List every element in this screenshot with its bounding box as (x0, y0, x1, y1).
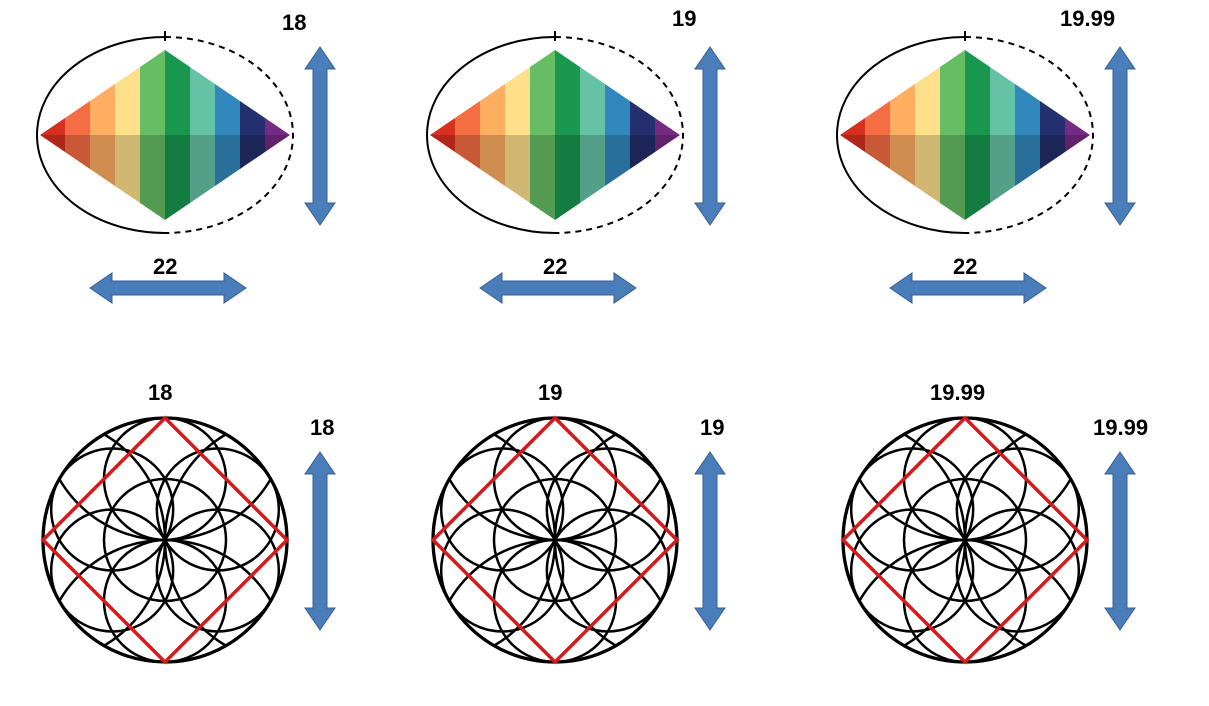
dimension-label: 19.99 (1093, 415, 1148, 440)
dimension-label: 22 (953, 254, 977, 279)
dimension-label: 19 (538, 380, 562, 405)
rainbow-stripes (430, 48, 681, 222)
flower-of-life-panel (721, 296, 1209, 706)
vertical-double-arrow (695, 452, 725, 630)
dimension-label: 18 (148, 380, 172, 405)
vertical-double-arrow (1105, 452, 1135, 630)
rainbow-stripes (40, 48, 291, 222)
rainbow-stripes (840, 48, 1091, 222)
dimension-label: 18 (310, 415, 334, 440)
flower-of-life-panel (0, 296, 409, 706)
vertical-double-arrow (1105, 47, 1135, 225)
dimension-label: 22 (153, 254, 177, 279)
dimension-label: 19 (672, 6, 696, 31)
rainbow-diamond-panel (37, 31, 293, 233)
dimension-label: 19 (700, 415, 724, 440)
dimension-label: 19.99 (930, 380, 985, 405)
dimension-label: 22 (543, 254, 567, 279)
vertical-double-arrow (305, 47, 335, 225)
dimension-label: 19.99 (1060, 6, 1115, 31)
flower-of-life-panel (311, 296, 799, 706)
rainbow-diamond-panel (427, 31, 683, 233)
vertical-double-arrow (305, 452, 335, 630)
vertical-double-arrow (695, 47, 725, 225)
diagram-canvas: 18 22 19 22 19.99 22 18 18 19 19 19.99 19.99 (0, 0, 1209, 706)
dimension-label: 18 (282, 10, 306, 35)
rainbow-diamond-panel (837, 31, 1093, 233)
